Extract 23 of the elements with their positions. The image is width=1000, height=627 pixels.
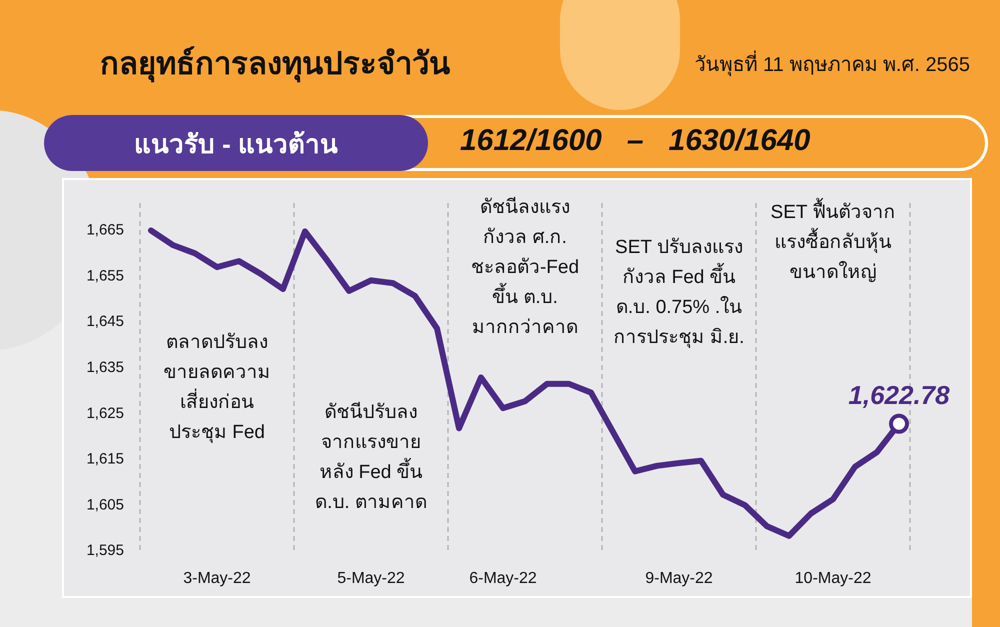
text: 1612/1600 – 1630/1640 <box>460 124 810 158</box>
chart-subtitle: วันพุธที่ 11 พฤษภาคม พ.ศ. 2565 <box>694 50 970 78</box>
chart-title: กลยุทธ์การลงทุนประจำวัน <box>100 45 450 84</box>
x-tick-label: 5-May-22 <box>337 570 405 588</box>
x-tick-label: 9-May-22 <box>645 570 713 588</box>
x-tick-label: 10-May-22 <box>794 570 872 588</box>
annotation: ดัชนีปรับลง จากแรงขาย หลัง Fed ขึ้น ด.บ. ตามคาด <box>314 400 428 515</box>
x-tick-label: 6-May-22 <box>469 570 537 588</box>
y-tick-label: 1,635 <box>86 358 124 376</box>
annotation: SET ปรับลงแรง กังวล Fed ขึ้น ด.บ. 0.75% .ใน การประชุม มิ.ย. <box>612 236 746 350</box>
text: แนวรับ - แนวต้าน <box>44 115 428 171</box>
y-tick-label: 1,665 <box>86 222 124 239</box>
y-tick-label: 1,645 <box>86 313 124 330</box>
x-tick-label: 3-May-22 <box>183 570 251 588</box>
y-tick-label: 1,615 <box>86 450 124 468</box>
annotation: ดัชนีลงแรง กังวล ศ.ก. ชะลอตัว-Fed ขึ้น ต.บ. มากกว่าคาด <box>470 196 580 340</box>
y-tick-label: 1,605 <box>86 496 124 514</box>
annotation: SET ฟื้นตัวจาก แรงซื้อกลับหุ้น ขนาดใหญ่ <box>770 198 896 285</box>
y-tick-label: 1,655 <box>86 267 124 284</box>
y-tick-label: 1,625 <box>86 404 124 422</box>
annotation: ตลาดปรับลง ขายลดความ เสี่ยงก่อน ประชุม Fed <box>162 331 272 445</box>
data-label: 1,622.78 <box>848 380 950 410</box>
y-tick-label: 1,595 <box>86 542 124 560</box>
